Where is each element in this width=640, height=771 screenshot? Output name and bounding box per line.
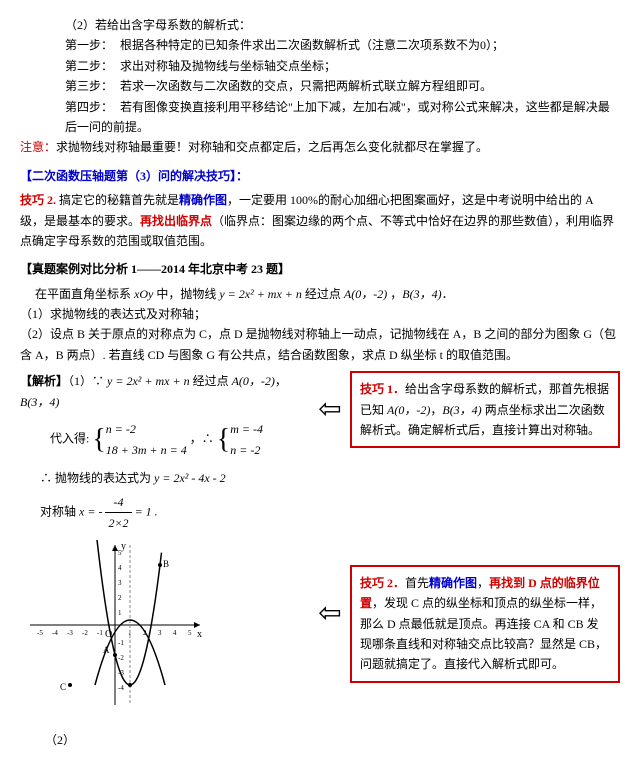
solution-row-2: xyO -5-4-3-2-1 12345 54321 -1-2-3-4 ABC …: [20, 540, 620, 750]
graph-area: xyO -5-4-3-2-1 12345 54321 -1-2-3-4 ABC …: [20, 540, 310, 750]
svg-text:A: A: [103, 645, 110, 655]
tip-box-1: 技巧 1．给出含字母系数的解析式，那首先根据已知 A(0，-2)，B(3，4) …: [350, 371, 620, 448]
arrow-icon-1: ⇦: [310, 386, 350, 434]
tip2-block: 技巧 2. 搞定它的秘籍首先就是精确作图，一定要用 100%的耐心加细心把图案画…: [20, 190, 620, 251]
svg-text:4: 4: [173, 629, 177, 637]
svg-text:5: 5: [118, 549, 122, 557]
svg-text:B: B: [163, 559, 169, 569]
note-text: 求抛物线对称轴最重要！对称轴和交点都定后，之后再怎么变化就都尽在掌握了。: [56, 140, 488, 154]
case-q2: （2）设点 B 关于原点的对称点为 C，点 D 是抛物线对称轴上一动点，记抛物线…: [20, 324, 620, 365]
tip-box-2: 技巧 2．首先精确作图，再找到 D 点的临界位置，发现 C 点的纵坐标和顶点的纵…: [350, 565, 620, 683]
tip2-label: 技巧 2.: [20, 193, 59, 207]
svg-text:-4: -4: [118, 684, 124, 692]
case-q1: （1）求抛物线的表达式及对称轴；: [20, 304, 620, 324]
solution-text: 【解析】（1）∵ y = 2x² + mx + n 经过点 A(0，-2)，B(…: [20, 371, 310, 534]
svg-text:C: C: [60, 682, 66, 692]
skill3-title: 【二次函数压轴题第（3）问的解决技巧】：: [20, 166, 620, 186]
svg-text:y: y: [121, 541, 126, 552]
svg-text:4: 4: [118, 564, 122, 572]
step3-text: 若求一次函数与二次函数的交点，只需把两解析式联立解方程组即可。: [120, 79, 492, 93]
svg-text:2: 2: [118, 594, 122, 602]
svg-text:-2: -2: [118, 654, 124, 662]
svg-text:1: 1: [118, 609, 122, 617]
note-line: 注意：求抛物线对称轴最重要！对称轴和交点都定后，之后再怎么变化就都尽在掌握了。: [20, 137, 620, 157]
step2-text: 求出对称轴及抛物线与坐标轴交点坐标；: [120, 59, 336, 73]
svg-text:-1: -1: [97, 629, 103, 637]
step3-label: 第三步：: [65, 76, 120, 96]
arrow-icon-2: ⇦: [310, 590, 350, 638]
note-label: 注意：: [20, 140, 56, 154]
svg-text:-1: -1: [118, 639, 124, 647]
step4-text: 若有图像变换直接利用平移结论"上加下减，左加右减"，或对称公式来解决，这些都是解…: [65, 100, 610, 134]
case-title: 【真题案例对比分析 1——2014 年北京中考 23 题】: [20, 259, 620, 279]
steps: 第一步：根据各种特定的已知条件求出二次函数解析式（注意二次项系数不为0）； 第二…: [20, 35, 620, 137]
svg-text:3: 3: [158, 629, 162, 637]
solution-row-1: 【解析】（1）∵ y = 2x² + mx + n 经过点 A(0，-2)，B(…: [20, 371, 620, 534]
case-stem: 在平面直角坐标系 xOy 中，抛物线 y = 2x² + mx + n 经过点 …: [20, 284, 620, 304]
step2-label: 第二步：: [65, 56, 120, 76]
svg-text:-5: -5: [37, 629, 43, 637]
step4-label: 第四步：: [65, 97, 120, 117]
svg-text:-4: -4: [52, 629, 58, 637]
step1-text: 根据各种特定的已知条件求出二次函数解析式（注意二次项系数不为0）；: [120, 38, 504, 52]
solution-label: 【解析】: [20, 374, 68, 388]
tip2-t1: 搞定它的秘籍首先就是: [59, 193, 179, 207]
svg-text:-2: -2: [82, 629, 88, 637]
parabola-graph: xyO -5-4-3-2-1 12345 54321 -1-2-3-4 ABC: [20, 540, 210, 730]
tip2-t4: 再找出临界点: [140, 214, 212, 228]
svg-text:-3: -3: [67, 629, 73, 637]
svg-text:5: 5: [188, 629, 192, 637]
tip2-t2: 精确作图: [179, 193, 227, 207]
part2-title: （2）若给出含字母系数的解析式：: [20, 15, 620, 35]
svg-text:x: x: [197, 629, 202, 640]
step1-label: 第一步：: [65, 35, 120, 55]
svg-text:3: 3: [118, 579, 122, 587]
